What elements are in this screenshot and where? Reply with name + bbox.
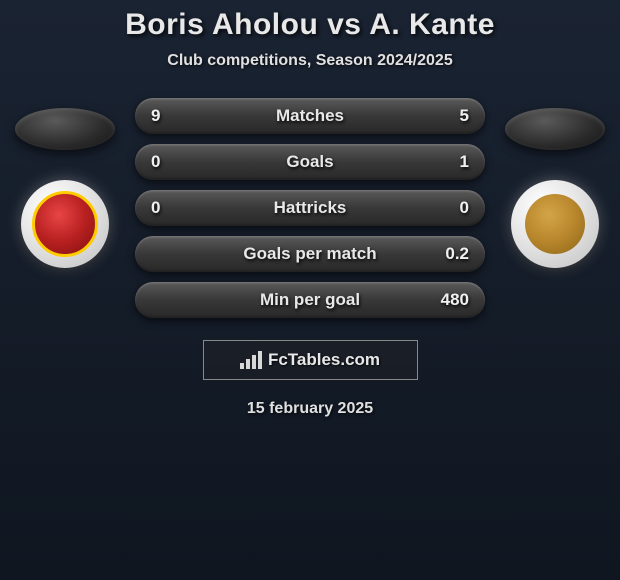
stat-right-value: 5: [429, 106, 469, 126]
stat-left-value: 0: [151, 198, 191, 218]
stat-row-matches: 9 Matches 5: [135, 98, 485, 134]
stat-right-value: 1: [429, 152, 469, 172]
stat-label: Goals per match: [243, 244, 376, 264]
stat-right-value: 0: [429, 198, 469, 218]
stats-column: 9 Matches 5 0 Goals 1 0 Hattricks 0 Goal…: [135, 98, 485, 318]
infographic-container: Boris Aholou vs A. Kante Club competitio…: [0, 0, 620, 580]
stat-right-value: 0.2: [429, 244, 469, 264]
bar-chart-icon: [240, 351, 262, 369]
stat-label: Min per goal: [260, 290, 360, 310]
subtitle: Club competitions, Season 2024/2025: [167, 52, 452, 70]
brand-box: FcTables.com: [203, 340, 418, 380]
player-placeholder-left: [15, 108, 115, 150]
date-text: 15 february 2025: [247, 400, 373, 418]
player-placeholder-right: [505, 108, 605, 150]
stat-right-value: 480: [429, 290, 469, 310]
stat-label: Matches: [276, 106, 344, 126]
team-badge-left: [21, 180, 109, 268]
stat-left-value: 0: [151, 152, 191, 172]
main-area: 9 Matches 5 0 Goals 1 0 Hattricks 0 Goal…: [0, 98, 620, 318]
stat-row-min-per-goal: Min per goal 480: [135, 282, 485, 318]
brand-text: FcTables.com: [268, 350, 380, 370]
stat-label: Hattricks: [274, 198, 347, 218]
stat-label: Goals: [286, 152, 333, 172]
right-column: [505, 98, 605, 268]
stat-row-hattricks: 0 Hattricks 0: [135, 190, 485, 226]
stat-row-goals-per-match: Goals per match 0.2: [135, 236, 485, 272]
stat-row-goals: 0 Goals 1: [135, 144, 485, 180]
page-title: Boris Aholou vs A. Kante: [125, 8, 495, 42]
team-badge-right: [511, 180, 599, 268]
left-column: [15, 98, 115, 268]
stat-left-value: 9: [151, 106, 191, 126]
